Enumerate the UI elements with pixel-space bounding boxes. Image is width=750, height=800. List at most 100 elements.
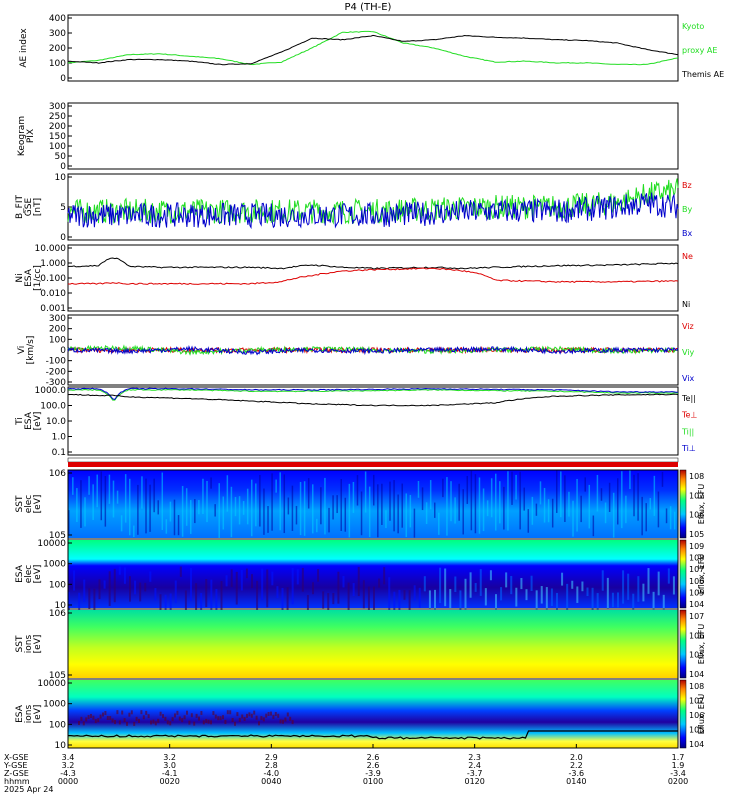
sst-e-stripe bbox=[348, 483, 351, 538]
ytick-density-3: 0.010 bbox=[40, 289, 66, 299]
sst-e-stripe bbox=[352, 481, 355, 513]
sst-e-stripe bbox=[190, 500, 192, 534]
sst-e-stripe bbox=[519, 471, 521, 530]
esa-i-band-mark bbox=[195, 713, 198, 718]
sst-e-stripe bbox=[137, 484, 139, 535]
sst-e-stripe bbox=[251, 479, 253, 537]
esa-e-stripe bbox=[428, 590, 431, 610]
cbar-tick-sst-i-1: 106 bbox=[689, 631, 704, 640]
ytick-sst-i-0: 106 bbox=[49, 609, 66, 619]
xtick-0-row-0: 3.4 bbox=[62, 753, 75, 762]
esa-e-stripe bbox=[367, 586, 370, 614]
ytick-density-4: 0.001 bbox=[40, 304, 66, 314]
ytick-keogram-2: 200 bbox=[49, 122, 66, 132]
sst-e-stripe bbox=[551, 498, 554, 528]
sst-e-stripe bbox=[198, 500, 200, 515]
colorbar-label-sst-e: Eflux, EFU bbox=[697, 484, 706, 525]
ytick-esa-i-3: 10 bbox=[55, 741, 67, 751]
legend-ae-0: Kyoto bbox=[682, 22, 704, 31]
esa-i-band-mark bbox=[246, 713, 248, 718]
ytick-keogram-4: 100 bbox=[49, 142, 66, 152]
sst-e-stripe bbox=[364, 471, 367, 513]
esa-e-stripe bbox=[474, 583, 477, 592]
cbar-tick-sst-e-0: 108 bbox=[689, 472, 704, 481]
colorbar-label-esa-i: Eflux, EFU bbox=[697, 694, 706, 735]
esa-e-stripe bbox=[129, 576, 131, 602]
esa-e-stripe bbox=[540, 586, 543, 604]
sst-e-stripe bbox=[165, 519, 168, 534]
sst-e-stripe bbox=[507, 471, 509, 531]
sst-e-stripe bbox=[653, 475, 656, 516]
sst-e-stripe bbox=[303, 481, 306, 536]
ytick-keogram-6: 0 bbox=[60, 162, 66, 172]
sst-e-stripe bbox=[641, 496, 643, 536]
esa-e-stripe bbox=[398, 589, 401, 616]
esa-e-stripe bbox=[576, 586, 579, 603]
sst-e-stripe bbox=[588, 484, 591, 529]
esa-i-band-mark bbox=[102, 712, 104, 717]
esa-e-stripe bbox=[271, 571, 274, 586]
sst-e-stripe bbox=[194, 499, 196, 524]
esa-e-stripe bbox=[362, 580, 365, 609]
sst-e-stripe bbox=[242, 501, 245, 515]
esa-e-stripe bbox=[301, 567, 304, 592]
sst-e-stripe bbox=[547, 499, 550, 523]
xtick-2-row-1: 2.8 bbox=[265, 761, 278, 770]
sst-e-stripe bbox=[287, 497, 290, 515]
sst-e-stripe bbox=[584, 477, 586, 492]
esa-i-band-mark bbox=[130, 710, 133, 715]
xtick-4-row-3: 0120 bbox=[464, 777, 484, 786]
legend-temperature-1: Te⊥ bbox=[681, 411, 697, 420]
sst-e-stripe bbox=[413, 508, 416, 538]
esa-e-stripe bbox=[103, 580, 106, 589]
esa-e-stripe bbox=[520, 578, 523, 590]
esa-i-band-mark bbox=[279, 719, 282, 724]
sst-e-stripe bbox=[539, 481, 542, 505]
esa-i-band-mark bbox=[152, 719, 155, 724]
esa-e-stripe bbox=[434, 589, 436, 621]
esa-i-band-mark bbox=[97, 718, 100, 723]
cbar-tick-esa-e-4: 105 bbox=[689, 588, 704, 597]
esa-e-stripe bbox=[108, 571, 111, 606]
esa-i-band-mark bbox=[169, 721, 172, 726]
sst-e-stripe bbox=[381, 483, 383, 525]
ytick-velocity-6: -300 bbox=[46, 378, 67, 388]
cbar-tick-esa-e-0: 109 bbox=[689, 542, 704, 551]
cbar-tick-sst-i-0: 107 bbox=[689, 612, 704, 621]
esa-i-band-mark bbox=[128, 712, 131, 717]
esa-e-stripe bbox=[332, 592, 335, 605]
esa-i-band-mark bbox=[190, 713, 193, 718]
ytick-ae-4: 0 bbox=[60, 74, 66, 84]
xtick-5-row-3: 0140 bbox=[566, 777, 586, 786]
xaxis-row-label-1: Y-GSE bbox=[3, 761, 27, 770]
cbar-tick-esa-e-1: 108 bbox=[689, 554, 704, 563]
ytick-temperature-4: 0.1 bbox=[52, 448, 66, 458]
esa-e-stripe bbox=[78, 592, 81, 614]
esa-e-stripe bbox=[591, 587, 594, 624]
sst-e-stripe bbox=[556, 470, 558, 513]
sst-e-stripe bbox=[429, 480, 432, 510]
esa-i-band-mark bbox=[265, 713, 268, 718]
series-ae-0 bbox=[67, 30, 679, 66]
xtick-6-row-3: 0200 bbox=[668, 777, 688, 786]
esa-e-stripe bbox=[322, 591, 325, 609]
esa-i-band-mark bbox=[154, 721, 157, 726]
sst-e-stripe bbox=[531, 496, 534, 525]
esa-i-band-mark bbox=[138, 718, 140, 723]
sst-e-stripe bbox=[604, 502, 607, 524]
sst-e-stripe bbox=[373, 474, 375, 506]
esa-e-stripe bbox=[586, 587, 589, 597]
legend-ae-1: proxy AE bbox=[682, 46, 717, 55]
sst-e-stripe bbox=[133, 525, 135, 538]
cbar-tick-esa-i-3: 105 bbox=[689, 726, 704, 735]
esa-e-stripe bbox=[454, 576, 457, 592]
sst-e-stripe bbox=[368, 486, 371, 538]
ylabel-density-1: ESA bbox=[24, 268, 34, 287]
sst-e-stripe bbox=[458, 483, 460, 521]
ylabel-sst-e-1: elec bbox=[24, 495, 34, 514]
esa-i-band-mark bbox=[219, 716, 222, 721]
xtick-2-row-3: 0040 bbox=[261, 777, 281, 786]
sst-e-stripe bbox=[275, 479, 277, 493]
esa-e-stripe bbox=[378, 578, 381, 588]
sst-e-stripe bbox=[328, 507, 330, 533]
